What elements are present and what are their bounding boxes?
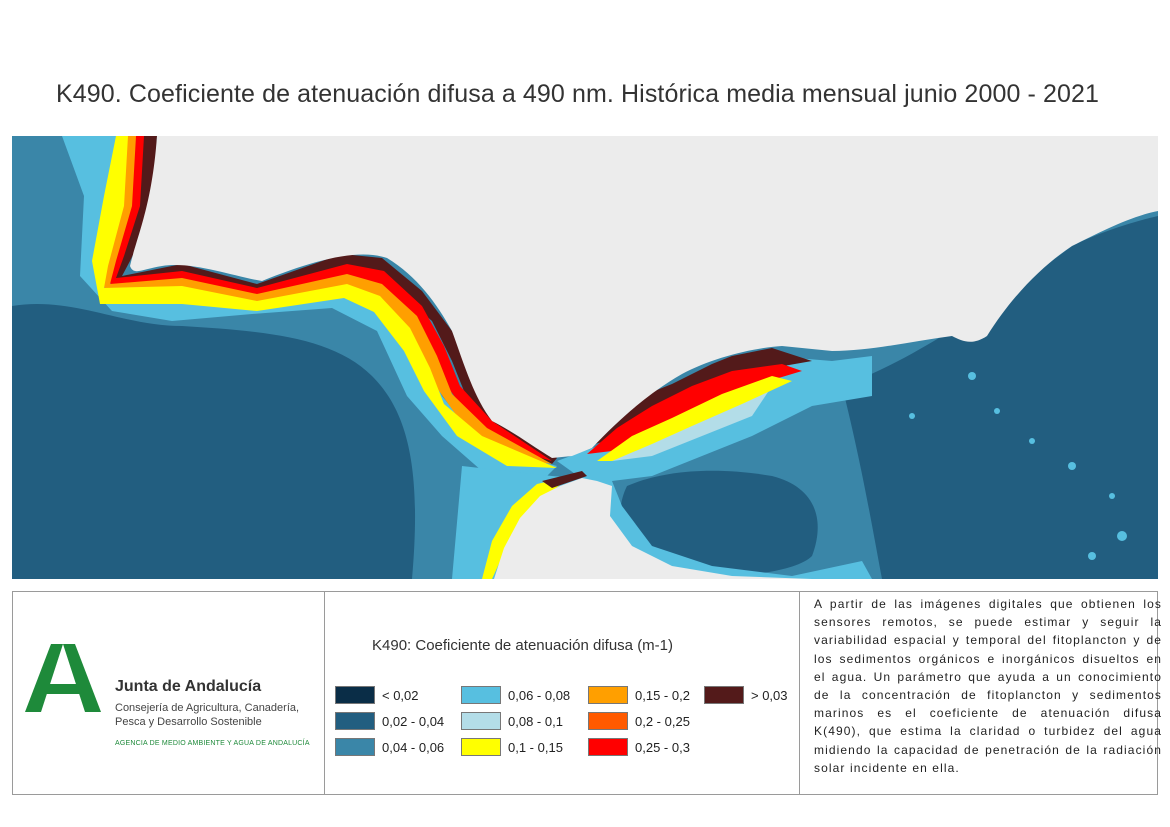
legend-label: 0,25 - 0,3	[635, 739, 690, 755]
legend-swatch	[335, 712, 375, 730]
legend-swatch	[335, 738, 375, 756]
legend-label: 0,15 - 0,2	[635, 687, 690, 703]
map-title: K490. Coeficiente de atenuación difusa a…	[56, 80, 1099, 108]
legend-item: 0,08 - 0,1	[461, 712, 563, 730]
legend-label: 0,02 - 0,04	[382, 713, 445, 729]
legend-item: 0,2 - 0,25	[588, 712, 690, 730]
legend-title: K490: Coeficiente de atenuación difusa (…	[372, 637, 674, 654]
legend-item: 0,04 - 0,06	[335, 738, 444, 756]
legend-label: 0,06 - 0,08	[508, 687, 571, 703]
north-african-land	[494, 478, 812, 579]
andalucia-a-logo-icon	[25, 644, 101, 712]
legend-swatch	[704, 686, 744, 704]
legend-swatch	[461, 686, 501, 704]
legend-label: 0,1 - 0,15	[508, 739, 563, 755]
logo-cell: Junta de Andalucía Consejería de Agricul…	[13, 592, 325, 794]
legend-item: > 0,03	[704, 686, 788, 704]
legend-item: < 0,02	[335, 686, 419, 704]
spain-coast-orange-band	[98, 136, 552, 464]
coastal-speckles	[909, 372, 1127, 560]
legend-label: < 0,02	[382, 687, 419, 703]
legend-item: 0,02 - 0,04	[335, 712, 444, 730]
legend-label: 0,08 - 0,1	[508, 713, 563, 729]
legend-item: 0,1 - 0,15	[461, 738, 563, 756]
organization-name: Junta de Andalucía	[115, 678, 262, 695]
legend-swatch	[588, 738, 628, 756]
spain-coast-yellow-band	[92, 136, 557, 468]
legend-label: 0,04 - 0,06	[382, 739, 445, 755]
african-coast-yellow-band	[482, 476, 572, 579]
legend-swatch	[588, 712, 628, 730]
description-text: A partir de las imágenes digitales que o…	[814, 597, 1162, 775]
department-line-1: Consejería de Agricultura, Canadería,	[115, 702, 300, 714]
iberian-land	[130, 136, 1158, 458]
costa-del-sol-dark-band	[582, 348, 812, 448]
info-panel: Junta de Andalucía Consejería de Agricul…	[12, 591, 1161, 795]
description-cell: A partir de las imágenes digitales que o…	[799, 592, 1161, 794]
legend-label: > 0,03	[751, 687, 788, 703]
costa-del-sol-yellow-band	[597, 376, 792, 461]
african-coast-dark-band	[542, 471, 587, 488]
legend-label: 0,2 - 0,25	[635, 713, 690, 729]
agency-name: AGENCIA DE MEDIO AMBIENTE Y AGUA DE ANDA…	[115, 740, 310, 747]
department-name: Consejería de Agricultura, Canadería, Pe…	[115, 701, 315, 729]
k490-map	[12, 136, 1158, 579]
legend-swatch	[335, 686, 375, 704]
legend-swatch	[461, 738, 501, 756]
legend-swatch	[588, 686, 628, 704]
mediterranean-east-zone	[842, 216, 1158, 579]
department-line-2: Pesca y Desarrollo Sostenible	[115, 716, 262, 728]
legend-swatch	[461, 712, 501, 730]
legend-item: 0,25 - 0,3	[588, 738, 690, 756]
atlantic-deep-zone	[12, 303, 416, 579]
legend-item: 0,15 - 0,2	[588, 686, 690, 704]
legend-cell: K490: Coeficiente de atenuación difusa (…	[324, 592, 800, 794]
legend-item: 0,06 - 0,08	[461, 686, 570, 704]
